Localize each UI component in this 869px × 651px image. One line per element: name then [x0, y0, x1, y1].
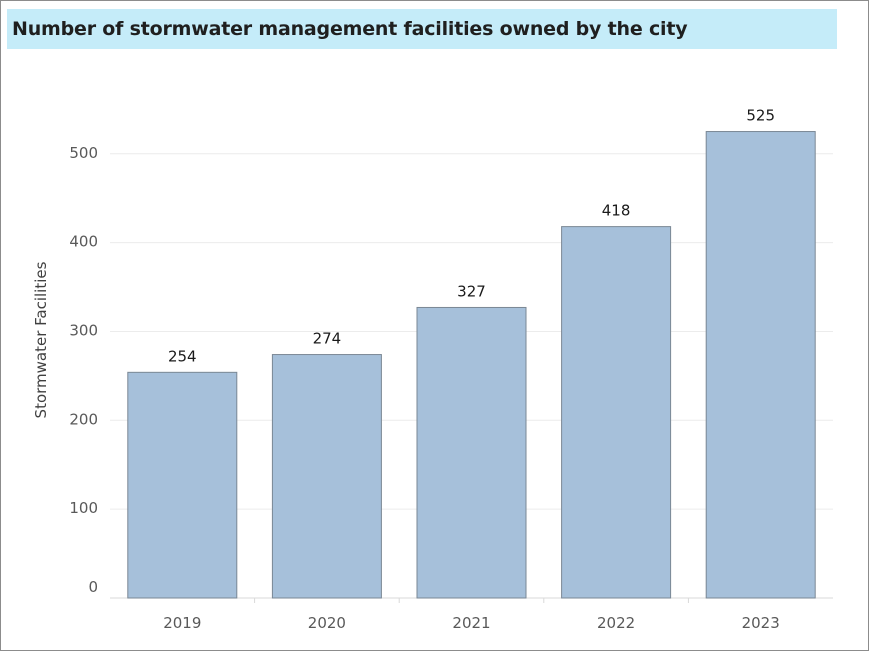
x-axis-ticks: 2019 2020 2021 2022 2023 — [163, 598, 780, 632]
bar-2019 — [127, 371, 238, 599]
x-tick-label-2020: 2020 — [308, 614, 346, 632]
chart-title: Number of stormwater management faciliti… — [12, 18, 688, 40]
y-tick-label: 300 — [69, 321, 98, 339]
bar-2021 — [416, 306, 527, 599]
y-tick-label: 400 — [69, 233, 98, 251]
y-tick-label: 200 — [69, 410, 98, 428]
bars — [127, 131, 816, 599]
y-axis-title: Stormwater Facilities — [32, 261, 50, 418]
y-tick-label: 500 — [69, 144, 98, 162]
x-tick-label-2021: 2021 — [452, 614, 490, 632]
chart-title-bar: Number of stormwater management faciliti… — [7, 9, 837, 49]
data-label-2019: 254 — [168, 347, 197, 365]
x-tick-label-2022: 2022 — [597, 614, 635, 632]
x-tick-label-2019: 2019 — [163, 614, 201, 632]
x-tick-label-2023: 2023 — [742, 614, 780, 632]
bar-2020 — [271, 354, 382, 599]
data-label-2021: 327 — [457, 282, 486, 300]
y-axis-ticks: 0 100 200 300 400 500 — [69, 144, 98, 596]
data-label-2023: 525 — [746, 107, 775, 125]
data-label-2020: 274 — [313, 330, 342, 348]
y-tick-label: 100 — [69, 499, 98, 517]
data-label-2022: 418 — [602, 202, 631, 220]
bar-2022 — [561, 226, 672, 599]
y-tick-label: 0 — [88, 578, 98, 596]
bar-2023 — [705, 131, 816, 599]
data-labels: 254 274 327 418 525 — [168, 107, 775, 366]
